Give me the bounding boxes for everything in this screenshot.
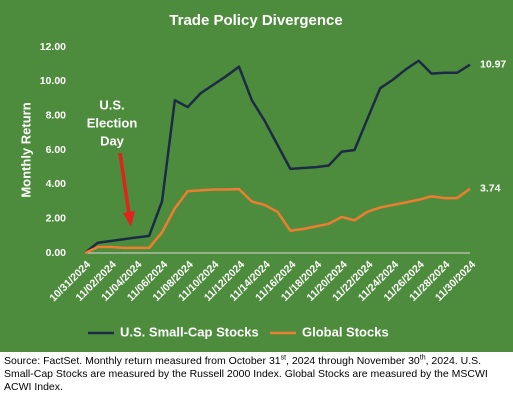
source-text: , 2024 through November 30	[286, 355, 420, 367]
source-superscript: th	[419, 354, 426, 362]
end-value-label: 10.97	[480, 58, 506, 70]
y-axis-title: Monthly Return	[18, 102, 33, 197]
legend-label: Global Stocks	[302, 324, 389, 339]
annotation: U.S.	[99, 97, 124, 112]
y-tick-label: 8.00	[46, 109, 67, 121]
series-line	[84, 187, 471, 255]
annotation: Election	[87, 115, 138, 130]
annotation: Day	[100, 133, 125, 148]
annotation-arrowhead	[123, 211, 135, 227]
source-note: Source: FactSet. Monthly return measured…	[4, 355, 509, 394]
y-tick-label: 0.00	[46, 247, 67, 259]
y-tick-label: 6.00	[46, 144, 67, 156]
y-tick-label: 10.00	[40, 75, 66, 87]
y-tick-label: 12.00	[40, 41, 66, 53]
source-text: , 2024. U.S. Small-Cap Stocks are measur…	[4, 355, 488, 393]
chart-background	[0, 0, 513, 352]
series-line	[84, 59, 471, 254]
y-tick-label: 2.00	[46, 212, 67, 224]
y-tick-label: 4.00	[46, 178, 67, 190]
source-text: Source: FactSet. Monthly return measured…	[4, 355, 281, 367]
chart-title: Trade Policy Divergence	[169, 12, 342, 29]
chart: Trade Policy Divergence Monthly Return U…	[0, 0, 513, 352]
legend-label: U.S. Small-Cap Stocks	[120, 324, 259, 339]
end-value-label: 3.74	[480, 183, 501, 195]
source-superscript: st	[280, 354, 287, 362]
annotation-arrow	[118, 152, 131, 215]
